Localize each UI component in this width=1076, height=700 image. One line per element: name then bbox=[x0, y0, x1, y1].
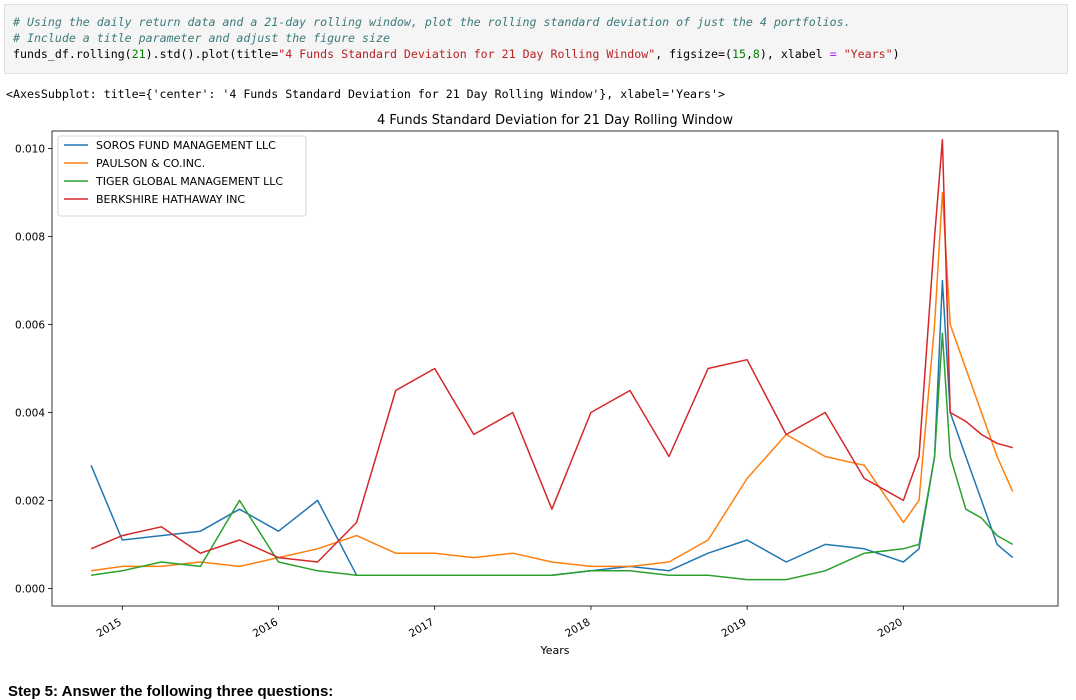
series-line-1 bbox=[90, 279, 1014, 576]
x-tick-label: 2017 bbox=[407, 616, 436, 640]
series-line-4 bbox=[90, 139, 1013, 563]
y-tick-label: 0.004 bbox=[15, 407, 45, 419]
markdown-heading: Step 5: Answer the following three quest… bbox=[8, 683, 334, 700]
code-string: "Years" bbox=[843, 47, 893, 61]
code-segment: , figsize=( bbox=[655, 47, 732, 61]
y-tick-label: 0.008 bbox=[15, 232, 45, 244]
code-number: 15 bbox=[731, 47, 746, 61]
code-operator: = bbox=[829, 47, 837, 61]
x-tick-label: 2016 bbox=[251, 616, 280, 640]
y-tick-label: 0.000 bbox=[15, 583, 45, 595]
y-tick-label: 0.006 bbox=[15, 320, 45, 332]
code-segment: ).std().plot(title= bbox=[145, 47, 279, 61]
code-segment bbox=[837, 47, 844, 61]
x-axis-label: Years bbox=[539, 644, 569, 657]
line-chart: 4 Funds Standard Deviation for 21 Day Ro… bbox=[15, 113, 1059, 657]
code-segment: ) bbox=[892, 47, 900, 61]
code-segment: , bbox=[745, 47, 753, 61]
legend-label: BERKSHIRE HATHAWAY INC bbox=[96, 193, 245, 206]
cell-output-text: <AxesSubplot: title={'center': '4 Funds … bbox=[6, 87, 725, 101]
code-cell[interactable]: # Using the daily return data and a 21-d… bbox=[4, 4, 1068, 74]
y-tick-label: 0.010 bbox=[15, 144, 45, 156]
code-segment: ), xlabel bbox=[759, 47, 830, 61]
plot-frame bbox=[51, 130, 1059, 607]
chart-container: 4 Funds Standard Deviation for 21 Day Ro… bbox=[0, 108, 1076, 668]
y-tick-label: 0.002 bbox=[15, 495, 45, 507]
code-comment-2: # Include a title parameter and adjust t… bbox=[13, 31, 390, 45]
chart-title: 4 Funds Standard Deviation for 21 Day Ro… bbox=[377, 113, 733, 128]
series-line-2 bbox=[90, 191, 1014, 572]
code-prefix: funds_df.rolling( bbox=[13, 47, 132, 61]
x-tick-label: 2018 bbox=[563, 616, 592, 640]
legend-box bbox=[57, 135, 307, 217]
x-tick-label: 2015 bbox=[95, 616, 124, 640]
code-editor[interactable]: # Using the daily return data and a 21-d… bbox=[13, 14, 900, 62]
code-number: 21 bbox=[131, 47, 146, 61]
legend-label: PAULSON & CO.INC. bbox=[96, 157, 205, 170]
code-number: 8 bbox=[752, 47, 760, 61]
x-tick-label: 2020 bbox=[876, 616, 905, 640]
legend-label: TIGER GLOBAL MANAGEMENT LLC bbox=[95, 175, 283, 188]
series-line-3 bbox=[90, 332, 1014, 581]
x-tick-label: 2019 bbox=[719, 616, 748, 640]
legend-label: SOROS FUND MANAGEMENT LLC bbox=[96, 139, 276, 152]
code-comment-1: # Using the daily return data and a 21-d… bbox=[13, 15, 851, 29]
code-string: "4 Funds Standard Deviation for 21 Day R… bbox=[278, 47, 656, 61]
